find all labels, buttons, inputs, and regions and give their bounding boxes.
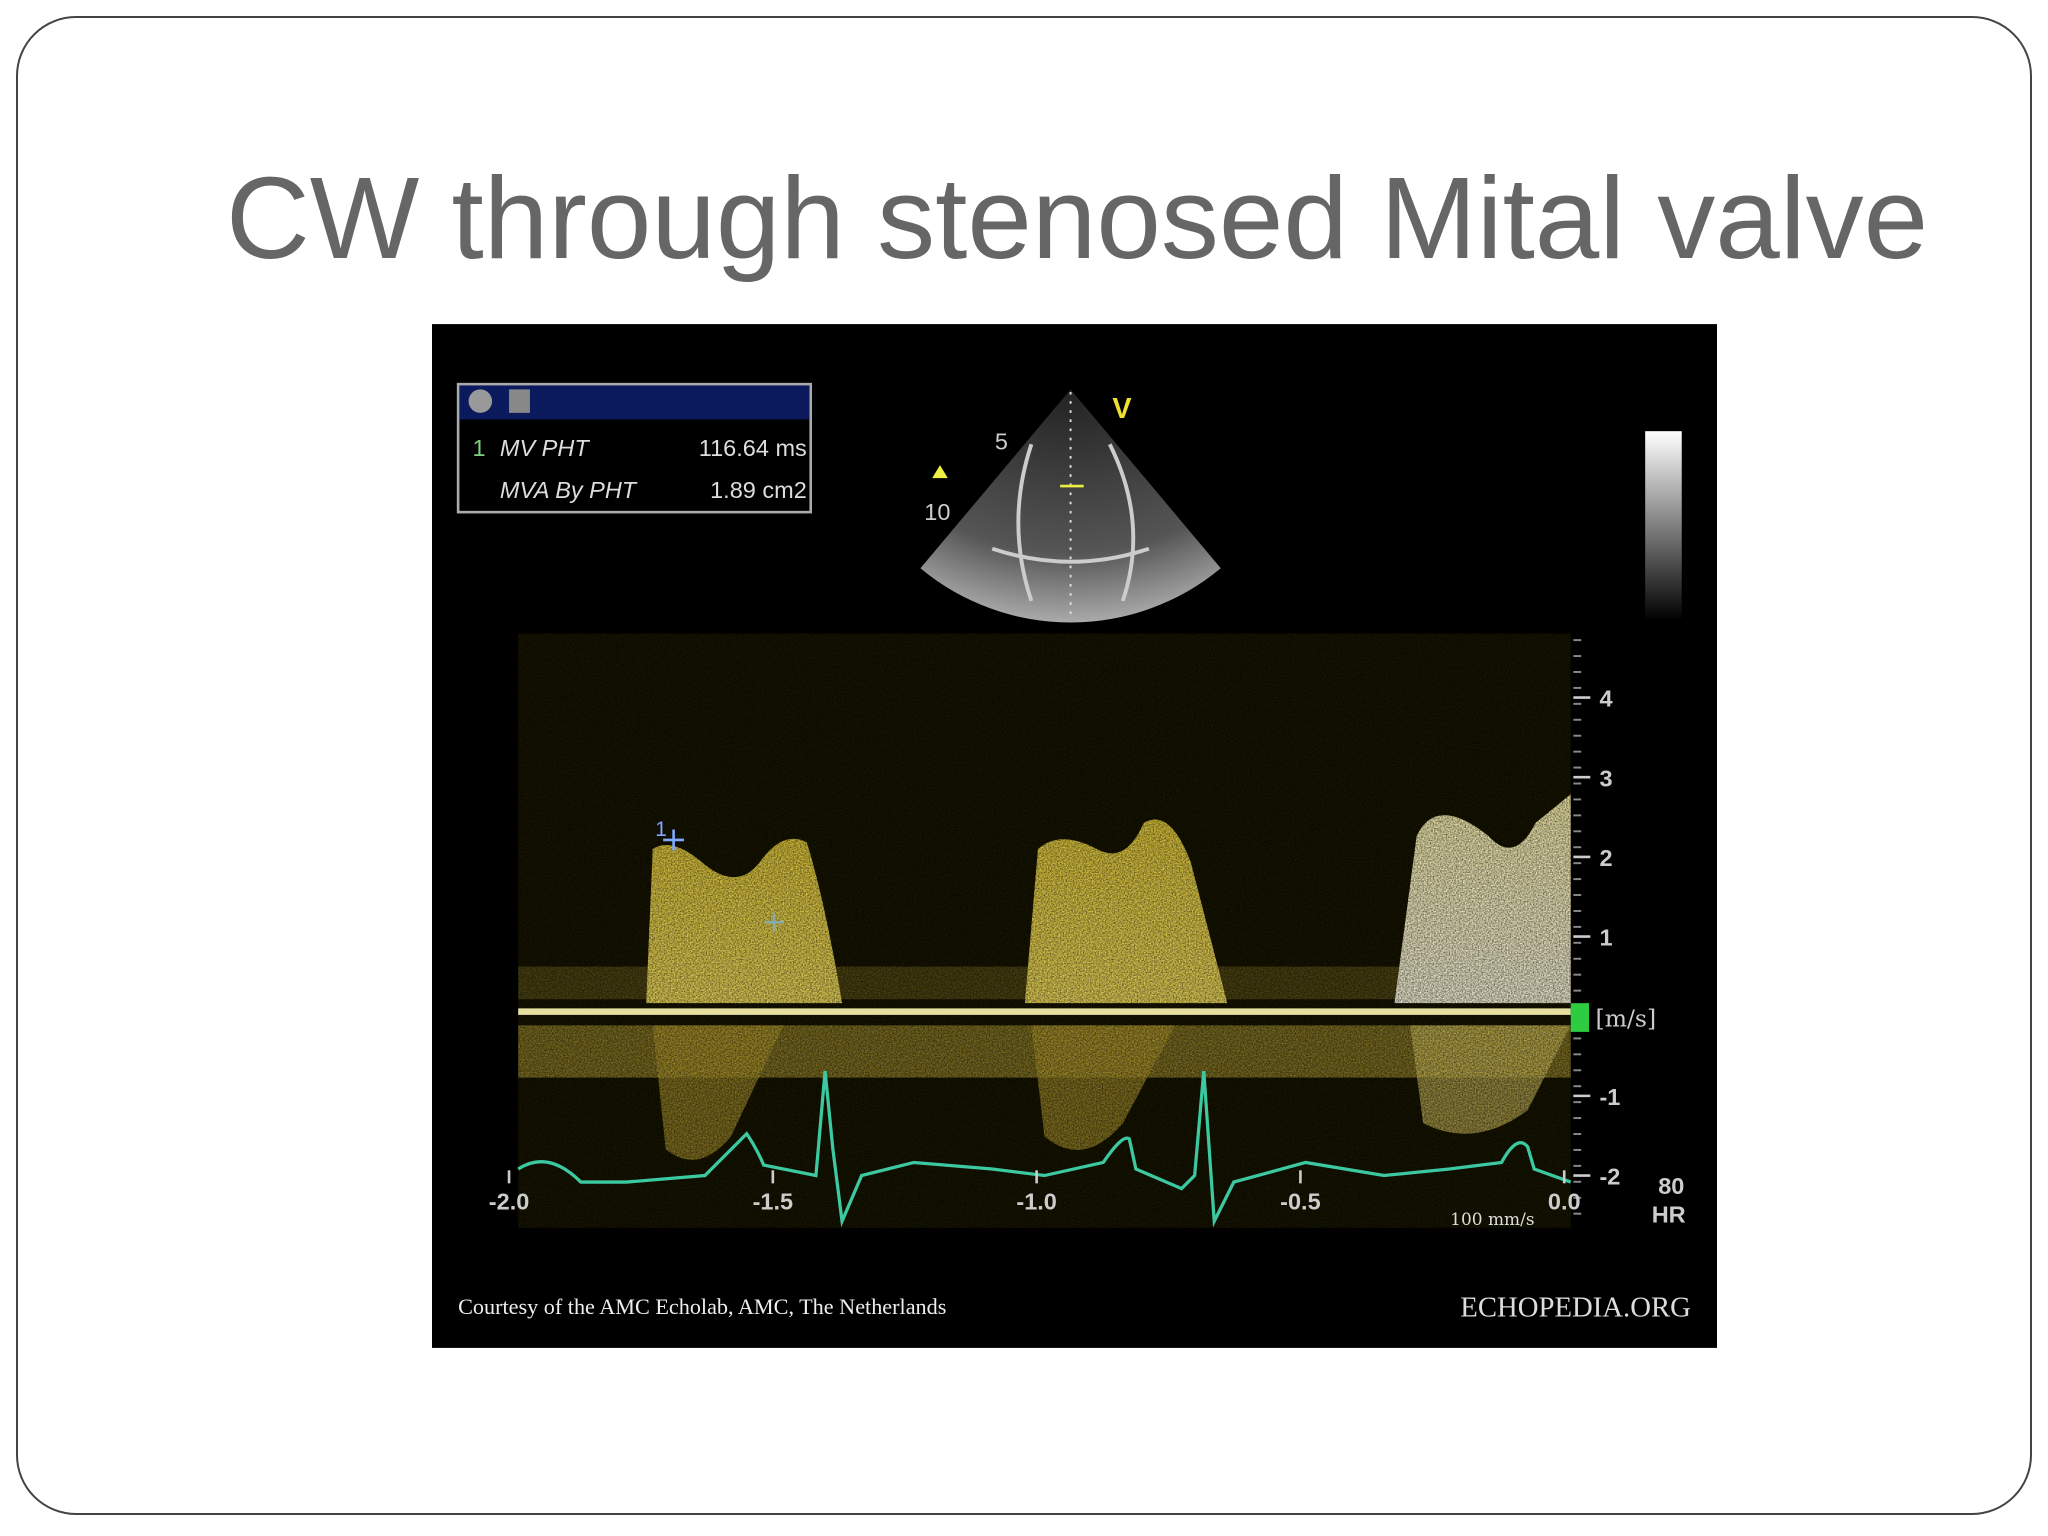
velocity-tick-label: 1 [1599, 925, 1612, 951]
measurement-index: 1 [472, 435, 485, 461]
time-scale: -2.0 -1.5 -1.0 -0.5 0.0 [489, 1170, 1581, 1214]
caliper-label: 1 [655, 818, 667, 841]
time-tick-label: 0.0 [1548, 1188, 1581, 1214]
heart-rate-label: HR [1652, 1202, 1686, 1228]
grayscale-bar [1645, 431, 1682, 621]
velocity-tick-label: -2 [1599, 1164, 1620, 1190]
doppler-image: 1 MV PHT 116.64 ms MVA By PHT 1.89 cm2 5… [432, 324, 1717, 1348]
slide-title: CW through stenosed Mital valve [226, 153, 1929, 283]
time-tick-label: -0.5 [1280, 1188, 1321, 1214]
sector-marker: V [1112, 393, 1131, 425]
depth-label: 5 [995, 428, 1008, 454]
caliper [663, 829, 784, 932]
velocity-scale: 4 3 2 1 -1 -2 [1573, 639, 1620, 1215]
sector-image: 5 10 V [920, 389, 1221, 623]
time-tick-label: -1.0 [1016, 1188, 1057, 1214]
measurement-box: 1 MV PHT 116.64 ms MVA By PHT 1.89 cm2 [456, 382, 813, 514]
measurement-label: MV PHT [500, 435, 590, 461]
velocity-unit: [m/s] [1596, 1005, 1657, 1033]
logo: ECHOPEDIA.ORG [1460, 1292, 1691, 1324]
heart-rate-value: 80 [1658, 1173, 1684, 1199]
time-tick-label: -2.0 [489, 1188, 530, 1214]
baseline [518, 1008, 1571, 1015]
sweep-speed: 100 mm/s [1450, 1210, 1534, 1230]
baseline-marker [1570, 1003, 1590, 1032]
measurement-value: 1.89 cm2 [710, 477, 807, 503]
doppler-spectrum [518, 633, 1571, 1228]
ecg-trace [517, 1070, 1572, 1228]
measurement-label: MVA By PHT [500, 477, 638, 503]
velocity-tick-label: 3 [1599, 765, 1612, 791]
credit: Courtesy of the AMC Echolab, AMC, The Ne… [458, 1294, 946, 1319]
measurement-value: 116.64 ms [699, 435, 807, 461]
velocity-tick-label: 2 [1599, 845, 1612, 871]
depth-label: 10 [924, 499, 950, 525]
velocity-tick-label: -1 [1599, 1084, 1620, 1110]
velocity-tick-label: 4 [1599, 686, 1612, 712]
slide-frame [16, 16, 2032, 1515]
time-tick-label: -1.5 [753, 1188, 794, 1214]
